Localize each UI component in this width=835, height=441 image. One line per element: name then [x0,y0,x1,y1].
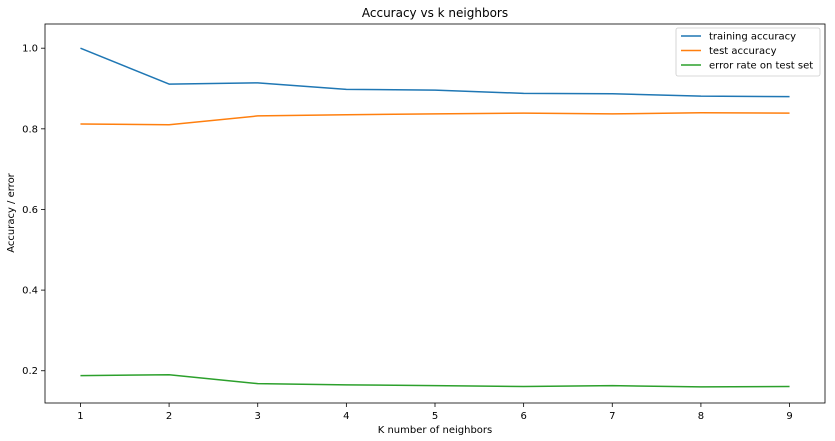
legend-box [675,27,821,77]
y-axis: 0.2 0.4 0.6 0.8 1.0 [22,44,45,377]
x-axis-label: K number of neighbors [378,425,493,436]
y-tick-label: 1.0 [22,44,38,55]
legend: training accuracy test accuracy error rate… [675,27,821,77]
y-tick-label: 0.8 [22,124,38,135]
y-tick-label: 0.6 [22,205,38,216]
x-tick-label: 8 [698,411,704,422]
x-tick-label: 4 [343,411,349,422]
legend-label: test accuracy [709,46,777,57]
series-line-training-accuracy [80,47,790,98]
x-tick-label: 9 [786,411,792,422]
series-line-error-rate-on-test-set [80,374,790,388]
y-axis-label: Accuracy / error [6,172,17,252]
y-tick-label: 0.4 [22,286,38,297]
x-tick-label: 2 [166,411,172,422]
x-tick-label: 5 [432,411,438,422]
legend-label: training accuracy [709,32,796,43]
chart-title: Accuracy vs k neighbors [362,6,508,20]
plot-area [80,47,790,388]
series-line-test-accuracy [80,111,790,126]
x-axis: 1 2 3 4 5 6 7 8 9 [77,403,793,422]
x-tick-label: 7 [609,411,615,422]
x-tick-label: 3 [255,411,261,422]
x-tick-label: 6 [520,411,526,422]
x-tick-label: 1 [77,411,83,422]
y-tick-label: 0.2 [22,366,38,377]
legend-label: error rate on test set [709,61,813,72]
